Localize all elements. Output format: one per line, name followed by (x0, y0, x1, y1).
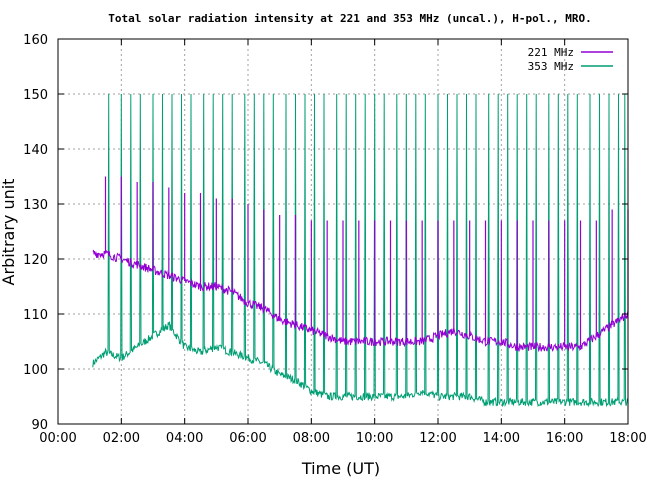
chart-title: Total solar radiation intensity at 221 a… (108, 12, 591, 25)
x-tick-label: 14:00 (483, 431, 520, 446)
y-tick-label: 140 (23, 143, 48, 158)
x-tick-label: 06:00 (229, 431, 266, 446)
series-line-353mhz (92, 93, 629, 408)
x-tick-label: 12:00 (419, 431, 456, 446)
y-tick-label: 130 (23, 198, 48, 213)
x-tick-label: 00:00 (39, 431, 76, 446)
x-axis: 00:00 02:00 04:00 06:00 08:00 10:00 12:00 14:00… (39, 39, 647, 446)
series-line-221mhz (92, 249, 629, 353)
x-tick-label: 16:00 (546, 431, 583, 446)
x-tick-label: 04:00 (166, 431, 203, 446)
y-axis: 90 100 110 120 130 140 150 160 (23, 33, 628, 433)
x-tick-label: 08:00 (293, 431, 330, 446)
y-tick-label: 160 (23, 33, 48, 48)
y-tick-label: 120 (23, 253, 48, 268)
x-axis-label: Time (UT) (301, 459, 380, 478)
x-tick-label: 10:00 (356, 431, 393, 446)
y-tick-label: 110 (23, 308, 48, 323)
y-tick-label: 90 (31, 418, 48, 433)
x-tick-label: 18:00 (609, 431, 646, 446)
series-layer (92, 93, 629, 408)
plot-frame (57, 38, 629, 425)
legend-label: 353 MHz (528, 60, 574, 73)
x-tick-label: 02:00 (103, 431, 140, 446)
legend-label: 221 MHz (528, 46, 574, 59)
y-tick-label: 150 (23, 88, 48, 103)
y-tick-label: 100 (23, 363, 48, 378)
y-axis-label: Arbitrary unit (0, 179, 18, 286)
